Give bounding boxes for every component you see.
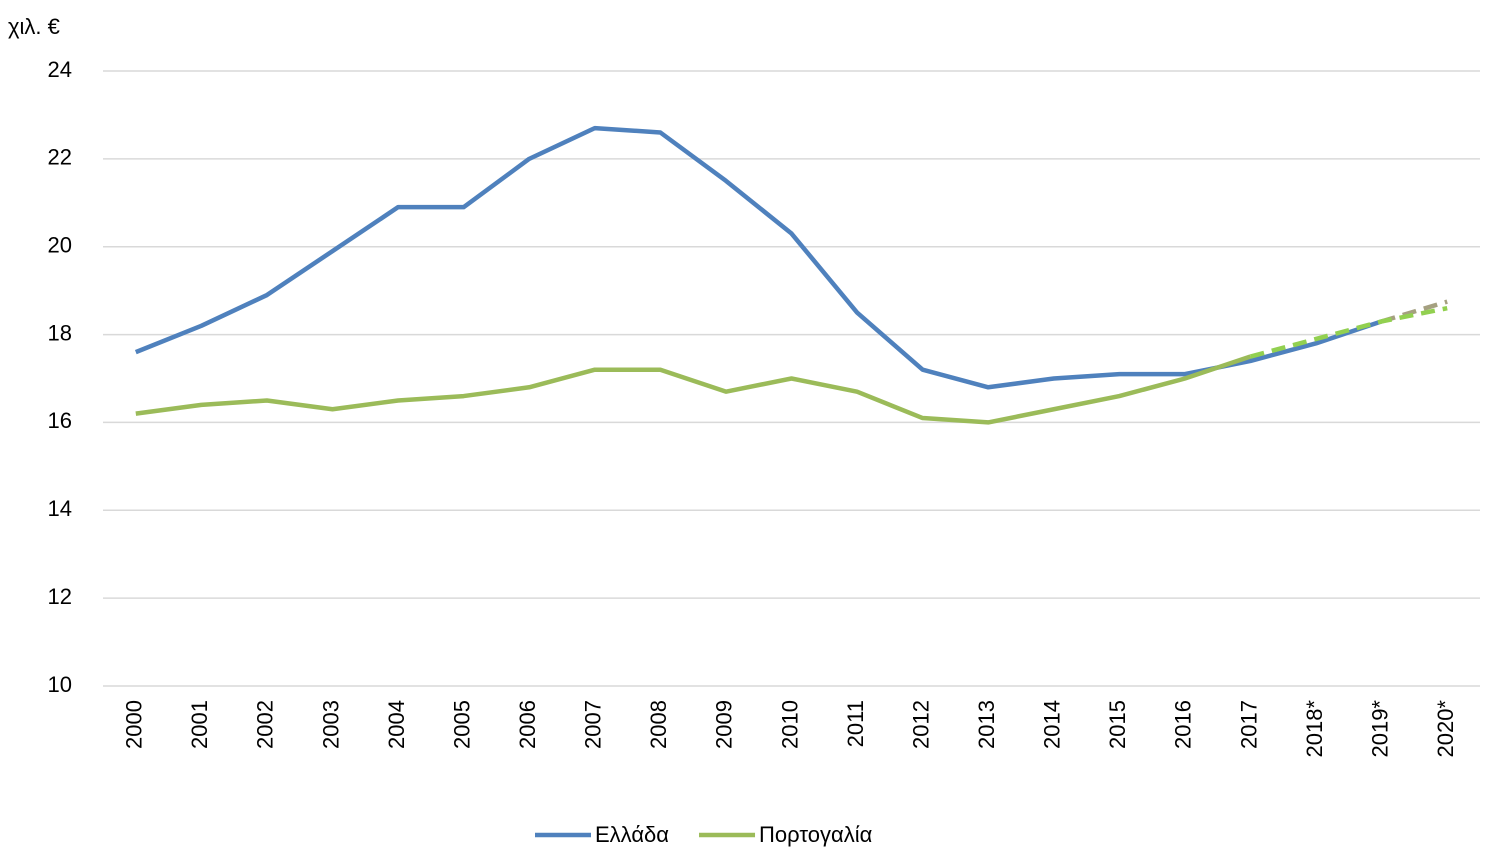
- y-unit-label: χιλ. €: [8, 14, 60, 39]
- legend: Ελλάδα Πορτογαλία: [535, 822, 873, 847]
- x-tick-label: 2010: [777, 700, 802, 749]
- series-forecast-line: [1380, 299, 1448, 324]
- series-line: [135, 354, 1252, 425]
- y-tick-label: 18: [48, 320, 72, 345]
- y-tick-label: 10: [48, 672, 72, 697]
- x-tick-label: 2015: [1105, 700, 1130, 749]
- x-tick-label: 2020*: [1433, 700, 1458, 758]
- x-tick-label: 2007: [581, 700, 606, 749]
- x-tick-label: 2002: [253, 700, 278, 749]
- y-tick-label: 22: [48, 145, 72, 170]
- x-tick-label: 2012: [908, 700, 933, 749]
- x-tick-label: 2000: [122, 700, 147, 749]
- legend-label: Ελλάδα: [595, 822, 669, 847]
- x-tick-label: 2006: [515, 700, 540, 749]
- x-tick-label: 2009: [712, 700, 737, 749]
- x-tick-label: 2008: [646, 700, 671, 749]
- x-tick-label: 2018*: [1302, 700, 1327, 758]
- y-tick-label: 24: [48, 57, 72, 82]
- y-tick-label: 16: [48, 408, 72, 433]
- x-tick-label: 2013: [974, 700, 999, 749]
- y-tick-label: 14: [48, 496, 72, 521]
- series-line: [134, 125, 1383, 390]
- x-tick-label: 2017: [1236, 700, 1261, 749]
- x-tick-label: 2004: [384, 700, 409, 749]
- series-forecast-line: [1249, 306, 1448, 359]
- x-tick-label: 2011: [843, 700, 868, 747]
- x-tick-label: 2016: [1171, 700, 1196, 749]
- x-tick-label: 2019*: [1367, 700, 1392, 758]
- x-tick-label: 2003: [318, 700, 343, 749]
- x-tick-label: 2014: [1040, 700, 1065, 749]
- legend-label: Πορτογαλία: [759, 822, 873, 847]
- y-tick-label: 20: [48, 233, 72, 258]
- x-tick-label: 2005: [449, 700, 474, 749]
- x-tick-label: 2001: [187, 700, 212, 749]
- y-tick-label: 12: [48, 584, 72, 609]
